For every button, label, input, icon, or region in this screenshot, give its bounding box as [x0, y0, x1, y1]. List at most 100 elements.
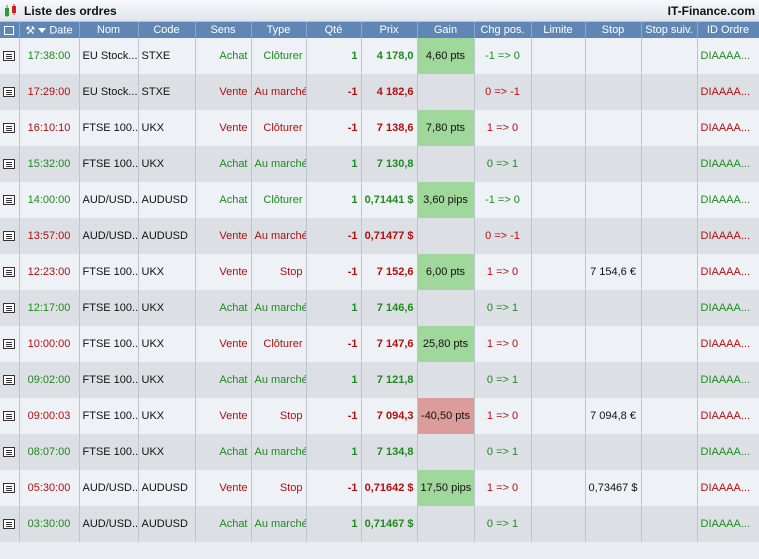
document-icon[interactable] — [3, 159, 16, 170]
document-icon[interactable] — [3, 195, 16, 206]
column-header-stop-suiv[interactable]: Stop suiv. — [641, 22, 698, 38]
table-row[interactable]: 17:38:00 EU Stock... STXE Achat Clôturer 1 4 1… — [0, 38, 759, 74]
table-row[interactable]: 09:00:03 FTSE 100... UKX Vente Stop -1 7 094,3… — [0, 398, 759, 434]
column-header-prix[interactable]: Prix — [361, 22, 418, 38]
table-row[interactable]: 08:07:00 FTSE 100... UKX Achat Au marché 1 7 1… — [0, 434, 759, 470]
cell-gain: 25,80 pts — [417, 326, 475, 362]
cell-chg-pos: -1 => 0 — [474, 182, 532, 218]
order-details-icon[interactable] — [0, 74, 20, 110]
order-details-icon[interactable] — [0, 434, 20, 470]
column-header-sens[interactable]: Sens — [195, 22, 252, 38]
cell-nom: FTSE 100... — [79, 146, 139, 182]
cell-sens: Vente — [195, 74, 252, 110]
document-icon[interactable] — [3, 483, 16, 494]
column-header-date[interactable]: ⚒ Date — [19, 22, 80, 38]
cell-code: AUDUSD — [138, 182, 196, 218]
order-details-icon[interactable] — [0, 290, 20, 326]
order-details-icon[interactable] — [0, 38, 20, 74]
document-icon[interactable] — [3, 87, 16, 98]
column-header-code[interactable]: Code — [138, 22, 196, 38]
document-icon[interactable] — [3, 123, 16, 134]
table-row[interactable]: 16:10:10 FTSE 100... UKX Vente Clôturer -1 7 1… — [0, 110, 759, 146]
table-row[interactable]: 15:32:00 FTSE 100... UKX Achat Au marché 1 7 1… — [0, 146, 759, 182]
cell-id-ordre: DIAAAA... — [697, 38, 759, 74]
wrench-icon[interactable]: ⚒ — [25, 24, 36, 37]
cell-prix: 0,71477 $ — [361, 218, 418, 254]
cell-prix: 0,71467 $ — [361, 506, 418, 542]
cell-id-ordre: DIAAAA... — [697, 146, 759, 182]
cell-date: 15:32:00 — [19, 146, 80, 182]
cell-stop — [585, 362, 642, 398]
cell-date: 12:17:00 — [19, 290, 80, 326]
order-details-icon[interactable] — [0, 110, 20, 146]
cell-code: UKX — [138, 434, 196, 470]
column-header-icon[interactable] — [0, 22, 20, 38]
cell-sens: Achat — [195, 146, 252, 182]
table-row[interactable]: 03:30:00 AUD/USD... AUDUSD Achat Au marché 1 0… — [0, 506, 759, 542]
cell-type: Au marché — [251, 290, 307, 326]
window-titlebar: Liste des ordres IT-Finance.com — [0, 0, 759, 22]
column-header-gain[interactable]: Gain — [417, 22, 475, 38]
cell-nom: AUD/USD... — [79, 182, 139, 218]
order-details-icon[interactable] — [0, 506, 20, 542]
cell-date: 10:00:00 — [19, 326, 80, 362]
cell-gain: -40,50 pts — [417, 398, 475, 434]
cell-qte: -1 — [306, 254, 362, 290]
column-header-chg-pos[interactable]: Chg pos. — [474, 22, 532, 38]
cell-stop — [585, 290, 642, 326]
table-row[interactable]: 17:29:00 EU Stock... STXE Vente Au marché -1 4… — [0, 74, 759, 110]
cell-code: UKX — [138, 290, 196, 326]
column-header-type[interactable]: Type — [251, 22, 307, 38]
order-details-icon[interactable] — [0, 218, 20, 254]
document-icon[interactable] — [3, 51, 16, 62]
table-row[interactable]: 12:23:00 FTSE 100... UKX Vente Stop -1 7 152,6… — [0, 254, 759, 290]
document-icon[interactable] — [3, 447, 16, 458]
order-details-icon[interactable] — [0, 470, 20, 506]
cell-limite — [531, 506, 586, 542]
table-row[interactable]: 13:57:00 AUD/USD... AUDUSD Vente Au marché -1… — [0, 218, 759, 254]
document-icon[interactable] — [3, 411, 16, 422]
cell-qte: 1 — [306, 362, 362, 398]
column-header-id-ordre[interactable]: ID Ordre — [697, 22, 759, 38]
column-header-nom[interactable]: Nom — [79, 22, 139, 38]
document-icon[interactable] — [3, 375, 16, 386]
cell-sens: Vente — [195, 254, 252, 290]
cell-prix: 4 178,0 — [361, 38, 418, 74]
document-icon[interactable] — [3, 231, 16, 242]
cell-date: 17:29:00 — [19, 74, 80, 110]
table-row[interactable]: 09:02:00 FTSE 100... UKX Achat Au marché 1 7 1… — [0, 362, 759, 398]
order-details-icon[interactable] — [0, 398, 20, 434]
order-details-icon[interactable] — [0, 182, 20, 218]
column-header-limite[interactable]: Limite — [531, 22, 586, 38]
cell-date: 08:07:00 — [19, 434, 80, 470]
cell-prix: 7 134,8 — [361, 434, 418, 470]
table-row[interactable]: 14:00:00 AUD/USD... AUDUSD Achat Clôturer 1 0,… — [0, 182, 759, 218]
cell-date: 05:30:00 — [19, 470, 80, 506]
document-icon[interactable] — [3, 267, 16, 278]
order-details-icon[interactable] — [0, 362, 20, 398]
cell-type: Au marché — [251, 74, 307, 110]
document-icon[interactable] — [3, 303, 16, 314]
table-row[interactable]: 12:17:00 FTSE 100... UKX Achat Au marché 1 7 1… — [0, 290, 759, 326]
table-row[interactable]: 10:00:00 FTSE 100... UKX Vente Clôturer -1 7 1… — [0, 326, 759, 362]
cell-stop — [585, 146, 642, 182]
cell-sens: Achat — [195, 362, 252, 398]
cell-date: 12:23:00 — [19, 254, 80, 290]
cell-stop — [585, 110, 642, 146]
cell-stop-suiv — [641, 146, 698, 182]
cell-code: STXE — [138, 38, 196, 74]
document-icon[interactable] — [3, 339, 16, 350]
order-details-icon[interactable] — [0, 326, 20, 362]
table-row[interactable]: 05:30:00 AUD/USD... AUDUSD Vente Stop -1 0,716… — [0, 470, 759, 506]
column-header-qte[interactable]: Qté — [306, 22, 362, 38]
document-icon[interactable] — [3, 519, 16, 530]
cell-chg-pos: 0 => 1 — [474, 146, 532, 182]
cell-sens: Vente — [195, 470, 252, 506]
order-details-icon[interactable] — [0, 146, 20, 182]
column-header-stop[interactable]: Stop — [585, 22, 642, 38]
order-details-icon[interactable] — [0, 254, 20, 290]
cell-limite — [531, 290, 586, 326]
orders-table-body: 17:38:00 EU Stock... STXE Achat Clôturer 1 4 1… — [0, 38, 759, 542]
cell-code: UKX — [138, 254, 196, 290]
cell-code: AUDUSD — [138, 218, 196, 254]
